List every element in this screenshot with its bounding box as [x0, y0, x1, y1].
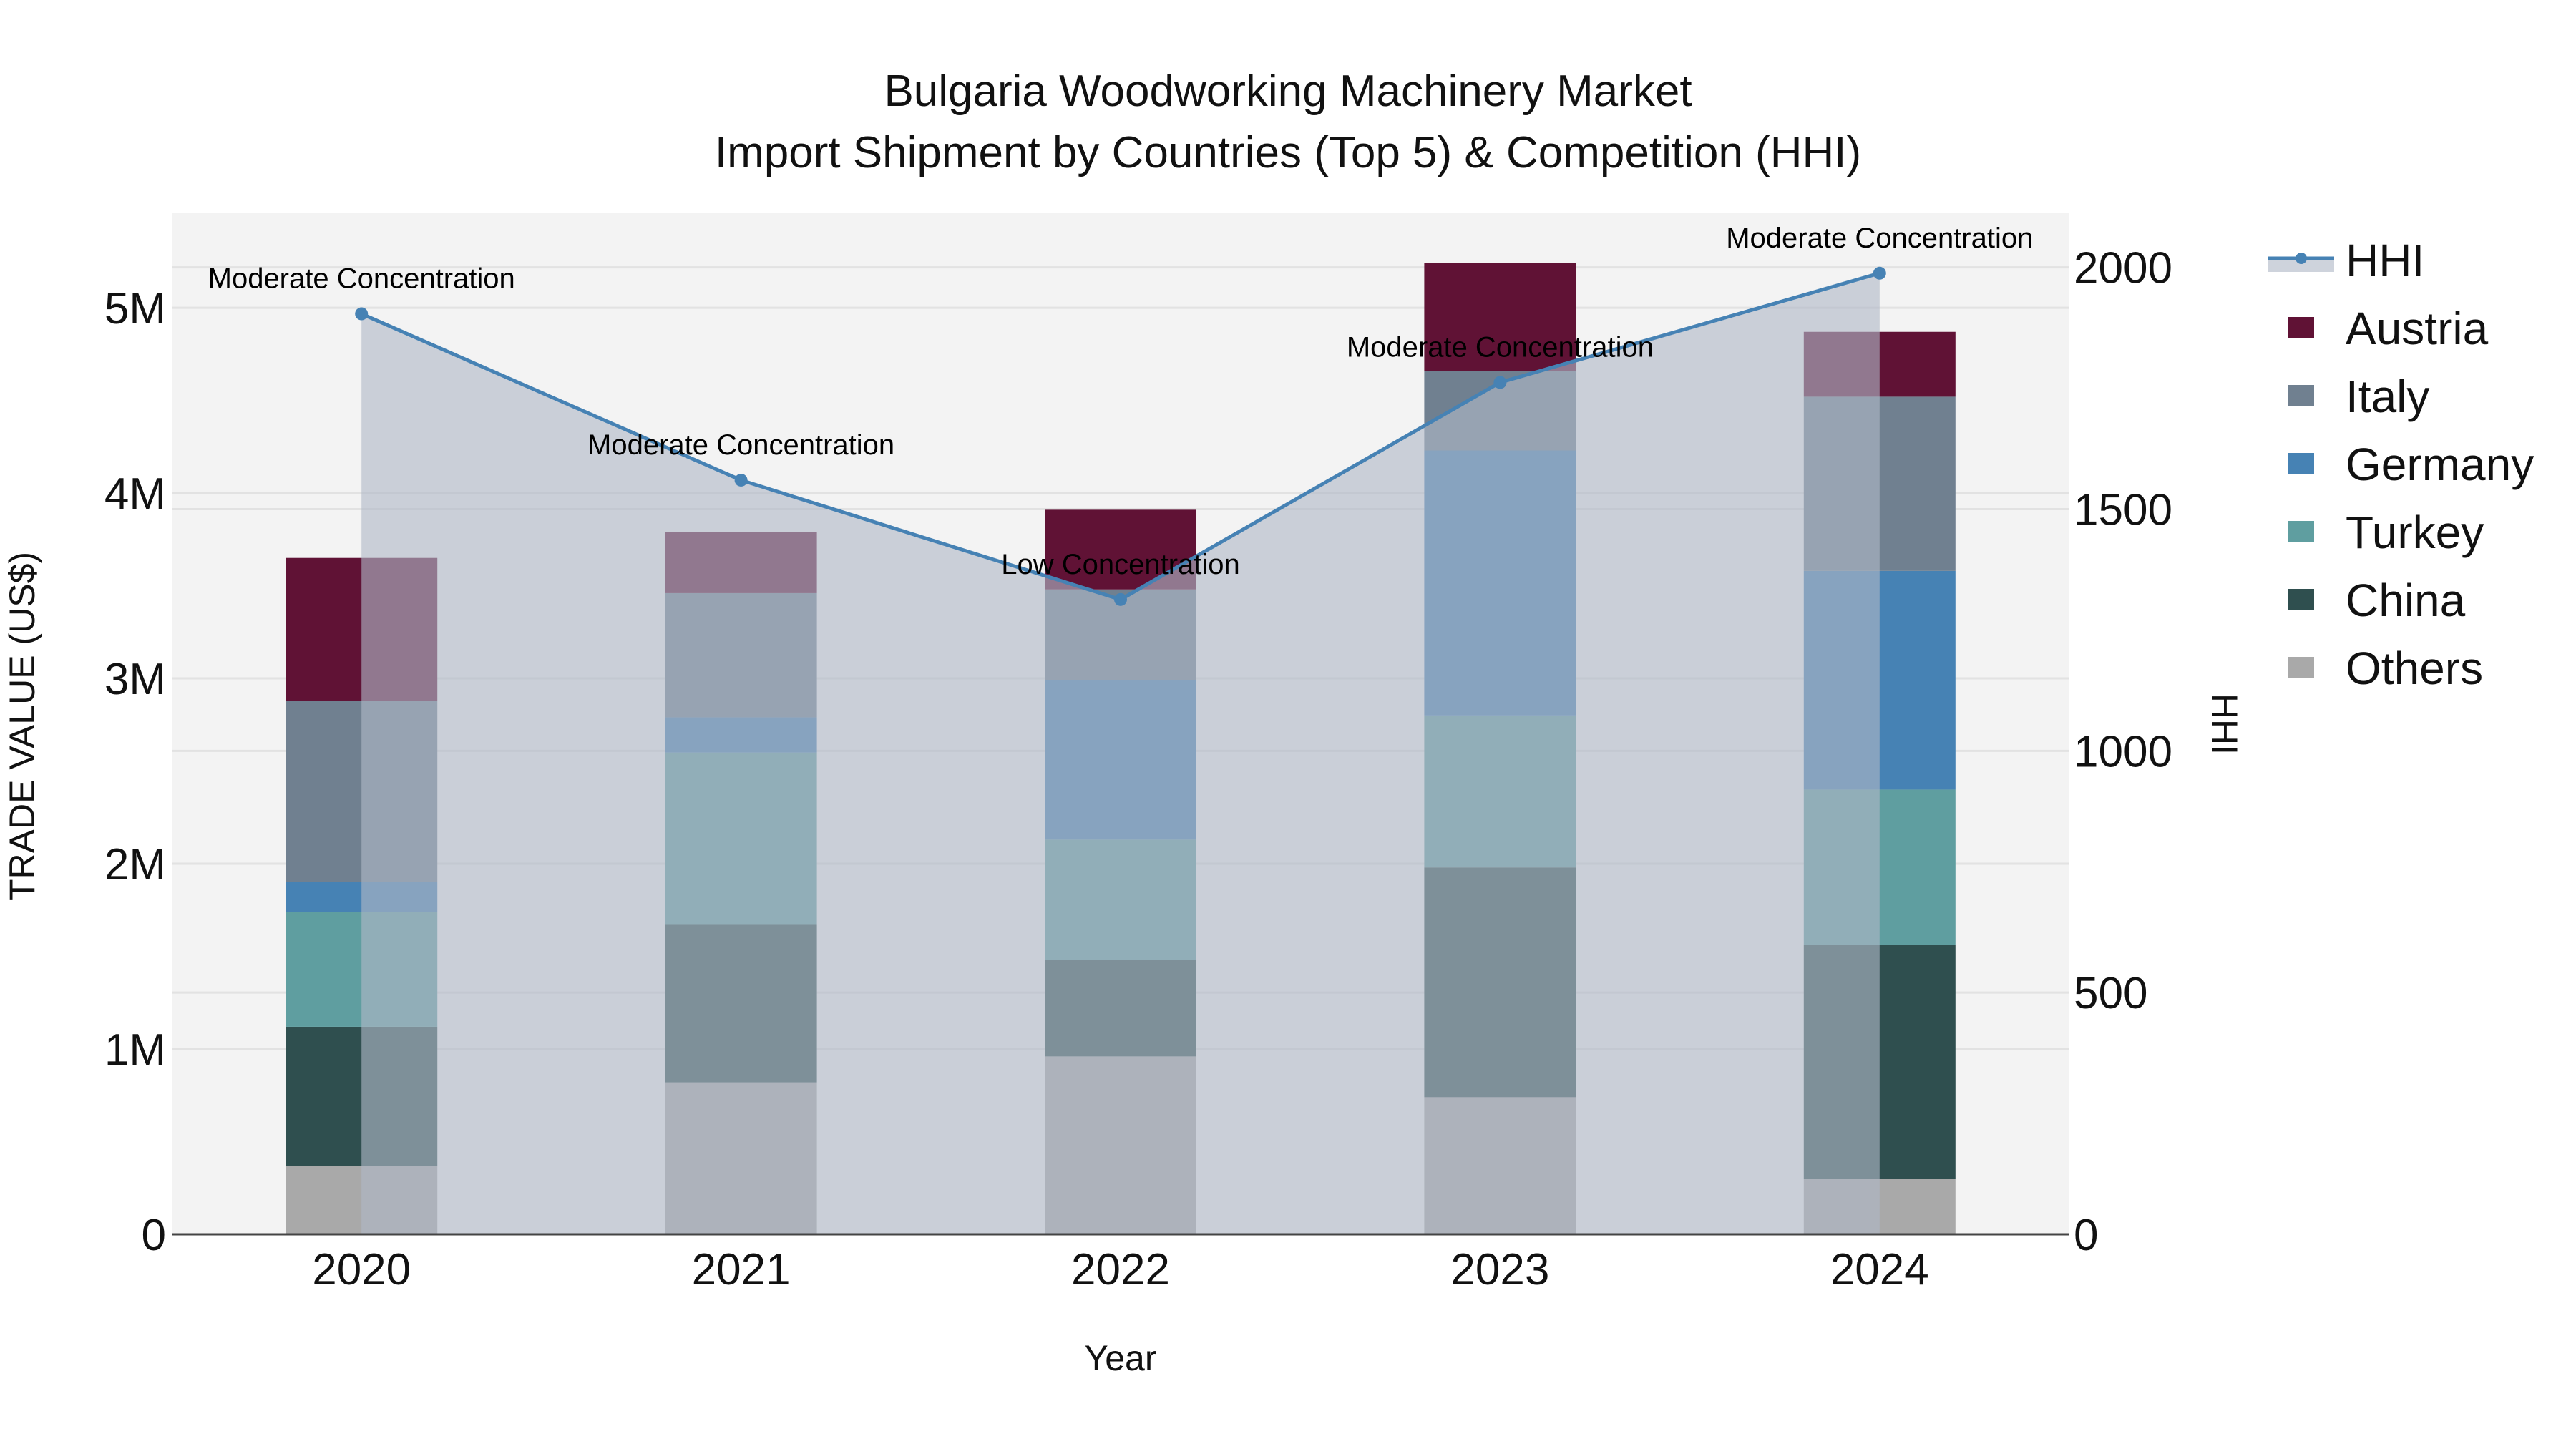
x-axis-title: Year [1084, 1338, 1156, 1378]
y2-tick-label: 1000 [2074, 727, 2172, 776]
y2-tick-label: 1500 [2074, 486, 2172, 535]
hhi-marker[interactable] [355, 307, 369, 321]
y-tick-label: 5M [104, 284, 166, 333]
legend-label: Germany [2346, 439, 2534, 490]
y2-tick-label: 2000 [2074, 244, 2172, 293]
bar-segment-austria[interactable] [1424, 263, 1576, 371]
x-tick-label: 2023 [1450, 1245, 1549, 1294]
hhi-annotation: Moderate Concentration [1726, 223, 2033, 254]
chart-subtitle: Import Shipment by Countries (Top 5) & C… [715, 128, 1861, 177]
y2-tick-label: 0 [2074, 1211, 2098, 1260]
x-tick-label: 2024 [1830, 1245, 1929, 1294]
legend-label: Italy [2346, 371, 2429, 422]
y-tick-label: 2M [104, 840, 166, 889]
hhi-series: Moderate Concentration Moderate Concentra… [208, 223, 2033, 1234]
legend-item-italy[interactable]: Italy [2288, 371, 2429, 422]
legend-item-hhi[interactable]: HHI [2268, 235, 2424, 286]
hhi-legend-marker-icon [2296, 253, 2307, 264]
legend-item-turkey[interactable]: Turkey [2288, 507, 2484, 558]
y2-tick-label: 500 [2074, 969, 2147, 1018]
legend-label: China [2346, 575, 2466, 626]
hhi-marker[interactable] [734, 473, 748, 487]
legend-label: HHI [2346, 235, 2424, 286]
legend-swatch-icon [2288, 385, 2314, 406]
hhi-annotation: Moderate Concentration [1347, 331, 1654, 363]
legend-swatch-icon [2288, 657, 2314, 678]
hhi-area [361, 273, 1880, 1234]
x-tick-label: 2020 [312, 1245, 411, 1294]
legend-label: Turkey [2346, 507, 2484, 558]
legend-swatch-icon [2288, 317, 2314, 338]
legend-swatch-icon [2288, 589, 2314, 610]
chart-title: Bulgaria Woodworking Machinery Market Im… [715, 67, 1861, 177]
hhi-legend-area-icon [2268, 260, 2334, 272]
y-tick-label: 1M [104, 1025, 166, 1075]
legend-swatch-icon [2288, 453, 2314, 474]
x-axis-ticks: 2020 2021 2022 2023 2024 [312, 1245, 1929, 1294]
y-axis-title: TRADE VALUE (US$) [2, 552, 42, 901]
legend-item-others[interactable]: Others [2288, 643, 2483, 694]
hhi-annotation: Moderate Concentration [587, 429, 894, 461]
hhi-annotation: Low Concentration [1001, 549, 1240, 580]
y-axis-ticks: 0 1M 2M 3M 4M 5M [104, 284, 166, 1260]
y2-axis-title: HHI [2205, 693, 2245, 755]
y-tick-label: 4M [104, 469, 166, 519]
legend-label: Austria [2346, 303, 2489, 354]
legend-swatch-icon [2288, 521, 2314, 542]
y-tick-label: 0 [142, 1211, 166, 1260]
legend-item-germany[interactable]: Germany [2288, 439, 2534, 490]
legend-label: Others [2346, 643, 2483, 694]
chart-title-line-1: Bulgaria Woodworking Machinery Market [884, 67, 1692, 116]
y-tick-label: 3M [104, 655, 166, 704]
y2-axis-ticks: 0 500 1000 1500 2000 [2074, 244, 2172, 1260]
legend-item-china[interactable]: China [2288, 575, 2466, 626]
hhi-marker[interactable] [1873, 266, 1886, 280]
legend-item-austria[interactable]: Austria [2288, 303, 2489, 354]
x-tick-label: 2022 [1071, 1245, 1170, 1294]
hhi-marker[interactable] [1114, 592, 1127, 606]
hhi-annotation: Moderate Concentration [208, 263, 515, 295]
legend: HHI Austria Italy Germany Turkey China Others [2268, 235, 2534, 694]
hhi-marker[interactable] [1493, 376, 1507, 389]
x-tick-label: 2021 [692, 1245, 791, 1294]
